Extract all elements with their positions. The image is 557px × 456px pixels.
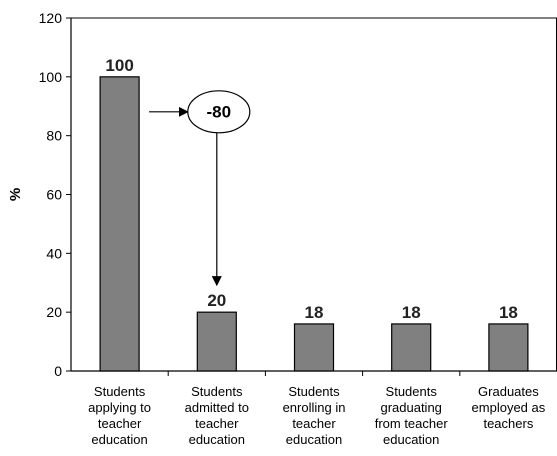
- axes: [70, 17, 557, 376]
- category-label: Students graduating from teacher education: [375, 384, 449, 447]
- category-label: Graduates employed as teachers: [472, 384, 546, 431]
- y-tick-label: 100: [39, 69, 63, 85]
- bar: [99, 76, 140, 372]
- callout-ellipse: [187, 90, 251, 134]
- category-label: Students enrolling in teacher education: [283, 384, 346, 447]
- y-tick-label: 20: [46, 304, 62, 320]
- category-label: Students admitted to teacher education: [185, 384, 249, 447]
- y-tick-label: 60: [46, 187, 62, 203]
- bars: [99, 76, 529, 372]
- y-tick-label: 80: [46, 128, 62, 144]
- y-axis-label: %: [7, 188, 24, 201]
- data-labels: 100 20 18 18 18: [105, 56, 517, 322]
- y-tick-label: 0: [54, 363, 62, 379]
- data-label: 18: [305, 303, 324, 322]
- bar: [196, 311, 237, 372]
- category-labels: Students applying to teacher education Stude…: [88, 384, 546, 447]
- annotation: -80: [149, 90, 251, 287]
- data-label: 18: [499, 303, 518, 322]
- bar: [391, 323, 432, 372]
- callout-text: -80: [207, 102, 232, 121]
- y-tick-label: 120: [39, 10, 63, 26]
- data-label: 20: [207, 291, 226, 310]
- y-tick-label: 40: [46, 245, 62, 261]
- bar: [488, 323, 529, 372]
- bar: [293, 323, 335, 372]
- data-label: 100: [105, 56, 133, 75]
- category-label: Students applying to teacher education: [88, 384, 151, 447]
- data-label: 18: [402, 303, 421, 322]
- y-ticks: 0 20 40 60 80 100 120: [39, 10, 71, 379]
